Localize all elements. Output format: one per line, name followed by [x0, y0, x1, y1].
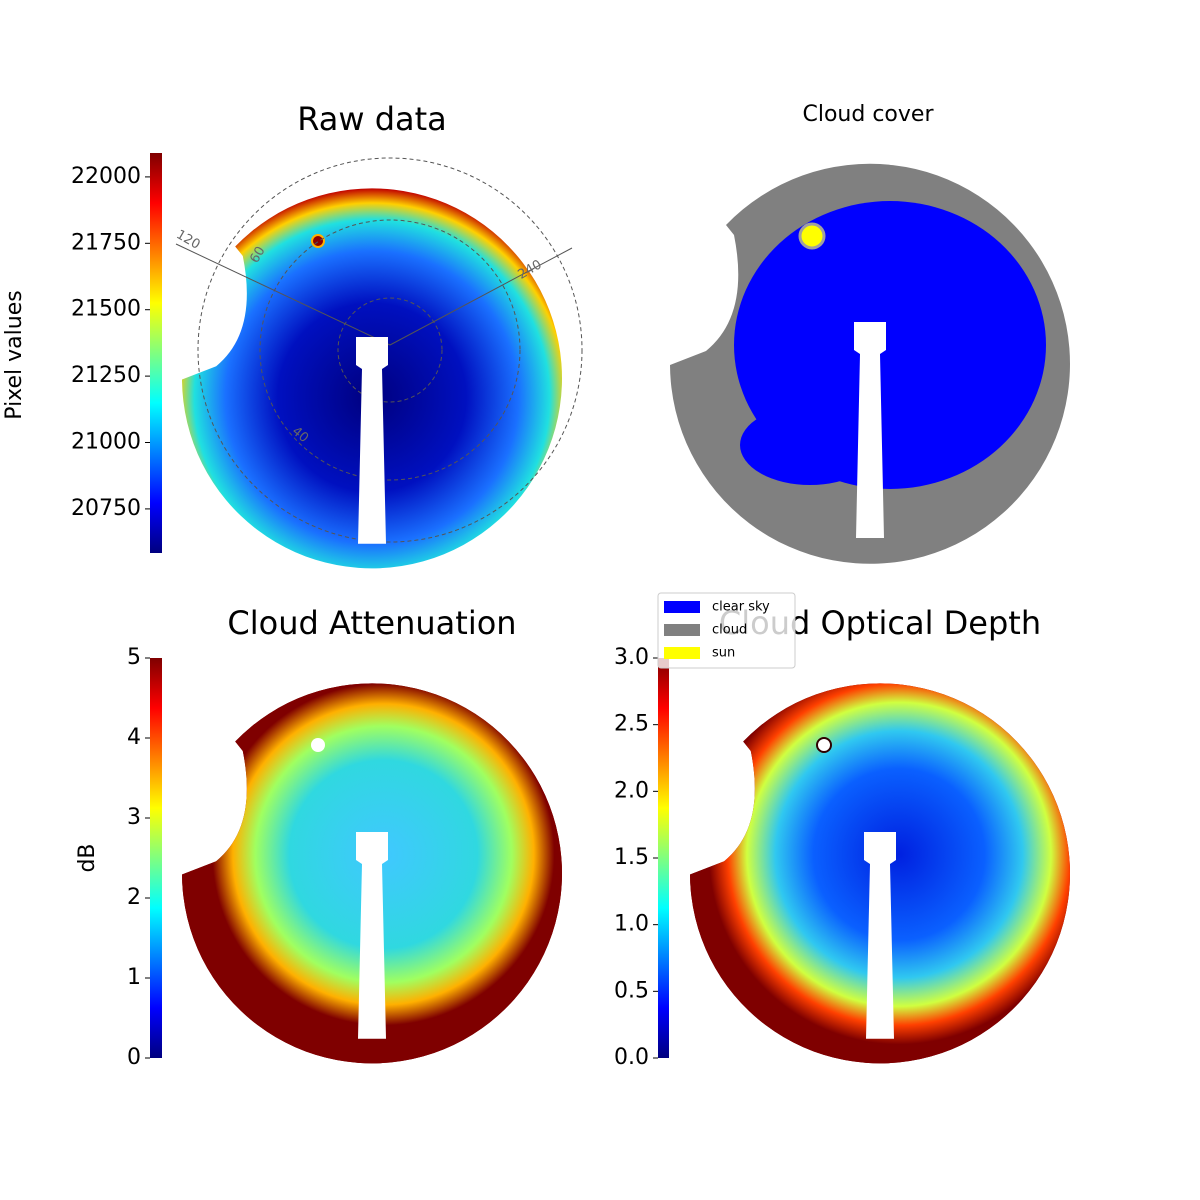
colorbar-label: Pixel values — [2, 290, 27, 419]
colorbar-tick-label: 22000 — [71, 164, 141, 189]
chart-title: Raw data — [297, 100, 447, 138]
polar-grid — [197, 157, 583, 543]
legend-swatch — [664, 601, 700, 613]
sun-mask — [311, 738, 325, 752]
colorbar-tick-label: 3.0 — [614, 645, 649, 670]
colorbar-tick-label: 2.5 — [614, 712, 649, 737]
colorbar-tick-label: 3 — [127, 805, 141, 830]
camera-mast — [854, 322, 886, 538]
polar-axis — [175, 243, 391, 346]
colorbar-tick-label: 1.0 — [614, 912, 649, 937]
colorbar-tick-label: 21750 — [71, 230, 141, 255]
legend-label: sun — [712, 646, 735, 661]
colorbar-tick-label: 21000 — [71, 430, 141, 455]
colorbar-label: dB — [75, 843, 100, 872]
polar-grid — [337, 297, 443, 403]
polar-axis — [389, 247, 573, 346]
sun-mask — [816, 737, 832, 753]
colorbar — [150, 658, 162, 1058]
polar-label: 120 — [173, 227, 202, 252]
legend-swatch — [664, 647, 700, 659]
chart-title: Cloud Attenuation — [227, 604, 516, 642]
colorbar-tick-label: 0.0 — [614, 1045, 649, 1070]
colorbar-tick-label: 5 — [127, 645, 141, 670]
colorbar-tick-label: 20750 — [71, 496, 141, 521]
polar-label: 60 — [247, 244, 268, 266]
camera-mast — [356, 337, 388, 544]
camera-mast — [864, 832, 896, 1039]
legend-label: clear sky — [712, 600, 770, 615]
colorbar-tick-label: 2.0 — [614, 778, 649, 803]
colorbar-tick-label: 2 — [127, 885, 141, 910]
sky-image-clear — [740, 405, 880, 485]
sun-spot — [798, 222, 826, 250]
colorbar-tick-label: 21250 — [71, 363, 141, 388]
colorbar-tick-label: 21500 — [71, 297, 141, 322]
sun-spot — [311, 234, 325, 248]
colorbar-tick-label: 1.5 — [614, 845, 649, 870]
colorbar-tick-label: 0 — [127, 1045, 141, 1070]
polar-grid — [259, 219, 521, 481]
legend-label: cloud — [712, 623, 747, 638]
colorbar — [658, 658, 669, 1058]
colorbar — [150, 153, 162, 553]
camera-mast — [356, 832, 388, 1039]
legend-swatch — [664, 624, 700, 636]
colorbar-tick-label: 1 — [127, 965, 141, 990]
chart-title: Cloud cover — [803, 102, 935, 127]
colorbar-tick-label: 0.5 — [614, 978, 649, 1003]
colorbar-tick-label: 4 — [127, 725, 141, 750]
